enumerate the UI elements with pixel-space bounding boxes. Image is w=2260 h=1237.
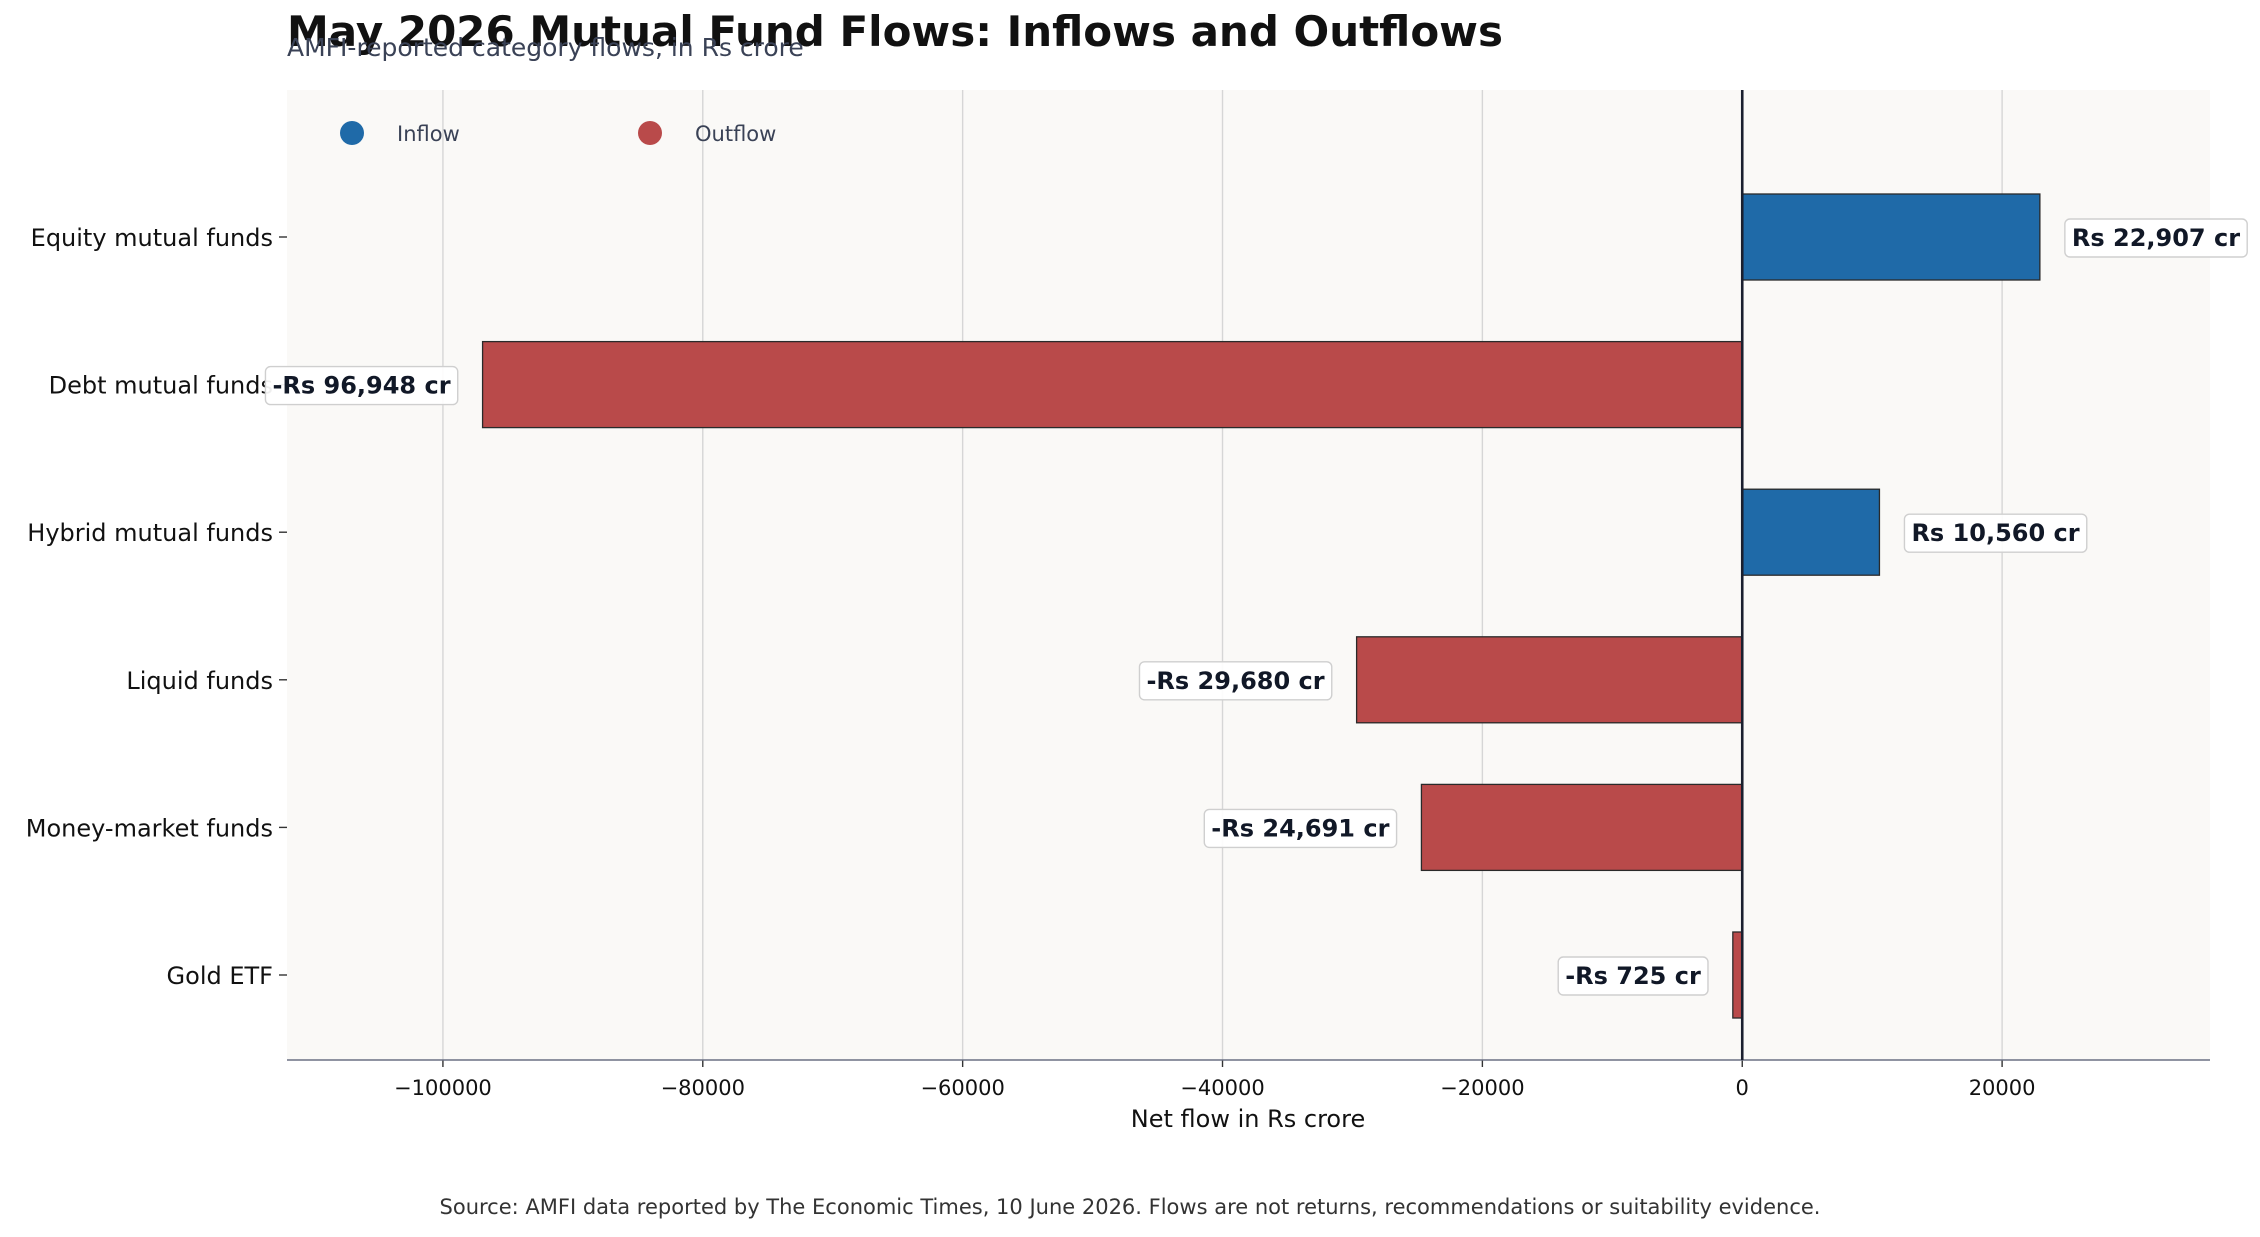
bar — [1732, 931, 1743, 1019]
chart-subtitle: AMFI-reported category flows, in Rs cror… — [287, 33, 804, 62]
chart-title: May 2026 Mutual Fund Flows: Inflows and … — [287, 7, 1503, 56]
bar — [1741, 488, 1881, 576]
bar — [1420, 783, 1743, 872]
data-label-text: Rs 10,560 cr — [1911, 519, 2079, 547]
x-axis-label: Net flow in Rs crore — [1131, 1105, 1365, 1133]
gridlines — [442, 90, 2003, 1060]
x-tick-label: 0 — [1736, 1076, 1749, 1100]
data-label: Rs 22,907 cr — [2064, 218, 2248, 258]
legend-label: Inflow — [397, 122, 460, 146]
data-label-box — [264, 365, 459, 406]
data-label-box — [1203, 808, 1398, 849]
data-label-box — [1557, 956, 1709, 996]
bar — [481, 340, 1743, 429]
y-tick-label: Liquid funds — [126, 667, 273, 695]
legend-marker — [638, 121, 662, 145]
axes: −100000 −80000 −60000 −40000 −20000 0 20000 Equ… — [26, 90, 2210, 1100]
data-label: Rs 10,560 cr — [1903, 513, 2088, 553]
data-label: -Rs 96,948 cr — [264, 365, 459, 406]
bars — [481, 193, 2041, 1019]
data-label-box — [2064, 218, 2248, 258]
y-tick-label: Debt mutual funds — [49, 372, 273, 400]
y-tick-label: Equity mutual funds — [31, 224, 273, 252]
data-label: -Rs 725 cr — [1557, 956, 1709, 996]
y-tick-label: Hybrid mutual funds — [27, 519, 273, 547]
data-label-text: -Rs 24,691 cr — [1211, 814, 1389, 842]
data-labels: Rs 22,907 cr -Rs 96,948 cr Rs 10,560 cr -Rs… — [264, 218, 2248, 996]
data-label-text: -Rs 29,680 cr — [1146, 667, 1324, 695]
source-note: Source: AMFI data reported by The Econom… — [440, 1195, 1821, 1219]
legend: Inflow Outflow — [340, 121, 776, 146]
y-tick-label: Gold ETF — [167, 962, 273, 990]
x-tick-label: −20000 — [1440, 1076, 1524, 1100]
data-label-text: -Rs 725 cr — [1565, 962, 1701, 990]
x-tick-label: −60000 — [920, 1076, 1004, 1100]
y-tick-label: Money-market funds — [26, 814, 273, 842]
data-label: -Rs 29,680 cr — [1138, 661, 1333, 701]
data-label-box — [1903, 513, 2088, 553]
legend-marker — [340, 121, 364, 145]
data-label-text: Rs 22,907 cr — [2072, 224, 2240, 252]
data-label-box — [1138, 661, 1333, 701]
x-tick-label: 20000 — [1969, 1076, 2036, 1100]
x-tick-label: −80000 — [661, 1076, 745, 1100]
legend-label: Outflow — [695, 122, 776, 146]
x-tick-label: −100000 — [394, 1076, 492, 1100]
data-label: -Rs 24,691 cr — [1203, 808, 1398, 849]
data-label-text: -Rs 96,948 cr — [272, 372, 450, 400]
bar — [1741, 193, 2041, 281]
x-tick-label: −40000 — [1180, 1076, 1264, 1100]
bar — [1355, 636, 1743, 724]
